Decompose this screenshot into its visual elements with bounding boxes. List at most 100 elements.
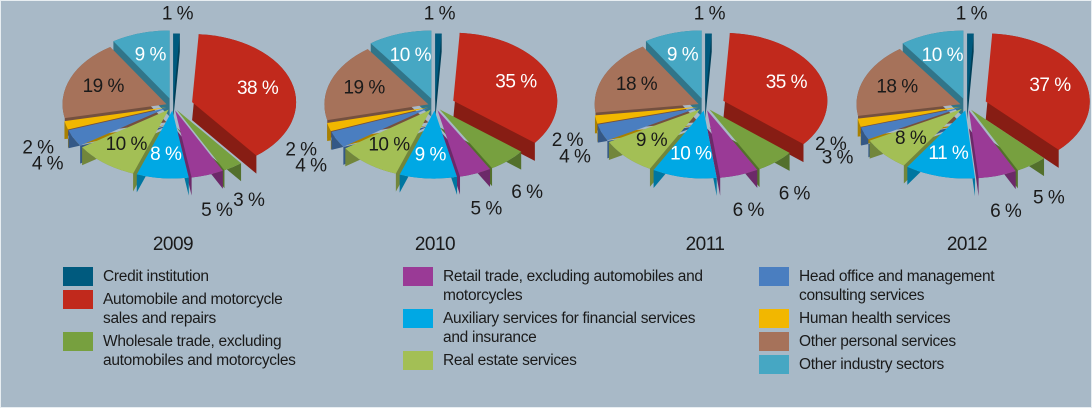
slice — [856, 49, 961, 116]
legend-item: Head office and management consulting se… — [759, 267, 1079, 305]
legend-label: Head office and management consulting se… — [799, 268, 995, 304]
legend-column: Credit institution Automobile and motorcy… — [63, 267, 363, 370]
slice — [176, 109, 242, 171]
slice — [709, 109, 790, 170]
legend-label: Other industry sectors — [799, 356, 945, 373]
data-label: 8 % — [150, 144, 182, 165]
slice — [707, 110, 758, 178]
slice — [173, 33, 180, 102]
data-label: 37 % — [1029, 75, 1071, 96]
slice — [324, 49, 429, 121]
slice — [370, 30, 432, 99]
slice — [64, 107, 167, 130]
slice — [861, 107, 961, 140]
data-label: 18 % — [876, 76, 918, 97]
slice — [136, 110, 189, 179]
slice — [967, 33, 974, 102]
legend-swatch — [759, 267, 789, 286]
data-label: 6 % — [733, 200, 765, 221]
data-label: 19 % — [83, 76, 125, 97]
data-label: 35 % — [495, 71, 537, 92]
legend-swatch — [403, 309, 433, 328]
legend-item: Wholesale trade, excluding automobiles a… — [63, 332, 363, 370]
data-label: 8 % — [895, 128, 927, 149]
legend-label: Human health services — [799, 310, 951, 327]
slice — [439, 109, 522, 169]
slice — [331, 108, 429, 147]
data-label: 10 % — [390, 45, 432, 66]
pie-title: 2010 — [415, 234, 455, 255]
data-label: 11 % — [928, 143, 969, 164]
data-label: 1 % — [956, 3, 988, 24]
data-label: 1 % — [424, 3, 456, 24]
slice — [399, 110, 458, 179]
slice — [345, 109, 431, 174]
data-label: 9 % — [667, 44, 699, 65]
legend-label: Credit institution — [103, 268, 209, 285]
slice — [62, 47, 167, 119]
data-label: 5 % — [1033, 187, 1065, 208]
legend-swatch — [759, 355, 789, 374]
slice — [857, 107, 961, 127]
data-label: 2 % — [22, 137, 54, 158]
data-label: 10 % — [368, 134, 410, 155]
data-label: 1 % — [694, 3, 726, 24]
slice — [705, 33, 712, 102]
data-label: 6 % — [990, 201, 1022, 222]
legend-swatch — [759, 332, 789, 351]
data-label: 9 % — [415, 144, 447, 165]
slice — [869, 109, 962, 166]
legend-label: Real estate services — [443, 352, 577, 369]
data-label: 1 % — [162, 3, 194, 24]
data-label: 9 % — [636, 130, 668, 151]
legend-label: Automobile and motorcycle sales and repa… — [103, 291, 283, 327]
slice — [192, 34, 297, 156]
data-label: 2 % — [815, 134, 847, 155]
data-label: 10 % — [922, 45, 964, 66]
pie-title: 2009 — [153, 234, 193, 255]
slice — [653, 110, 717, 179]
slice — [113, 30, 170, 99]
data-label: 9 % — [135, 44, 167, 65]
slice — [594, 106, 699, 124]
data-label: 35 % — [766, 72, 808, 93]
legend-label: Retail trade, excluding automobiles and … — [443, 268, 703, 304]
legend-item: Credit institution — [63, 267, 363, 286]
slice — [175, 110, 223, 178]
legend-swatch — [759, 309, 789, 328]
data-label: 5 % — [201, 200, 233, 221]
slice — [594, 46, 699, 113]
data-label: 3 % — [822, 148, 854, 169]
slice-side — [857, 107, 961, 145]
data-label: 10 % — [670, 144, 712, 165]
data-label: 6 % — [779, 184, 811, 205]
legend-swatch — [403, 351, 433, 370]
legend-column: Head office and management consulting se… — [759, 267, 1079, 374]
slice — [437, 110, 491, 177]
legend-item: Automobile and motorcycle sales and repa… — [63, 290, 363, 328]
data-label: 2 % — [552, 130, 584, 151]
data-label: 4 % — [32, 154, 64, 175]
slice — [608, 109, 701, 169]
slice — [68, 108, 167, 146]
legend-item: Human health services — [759, 309, 1079, 328]
slice — [597, 107, 699, 141]
legend-item: Auxiliary services for financial service… — [403, 309, 723, 347]
data-label: 6 % — [511, 182, 543, 203]
legend-swatch — [63, 332, 93, 351]
slice — [82, 109, 169, 174]
slice — [971, 109, 1045, 171]
slice — [723, 32, 828, 145]
legend-swatch — [63, 267, 93, 286]
legend-swatch — [403, 267, 433, 286]
data-label: 18 % — [616, 74, 658, 95]
slice — [645, 30, 702, 99]
legend-label: Auxiliary services for financial service… — [443, 310, 696, 346]
legend-label: Wholesale trade, excluding automobiles a… — [103, 333, 296, 369]
legend-swatch — [63, 290, 93, 309]
legend-item: Retail trade, excluding automobiles and … — [403, 267, 723, 305]
slice — [435, 33, 442, 102]
slice — [902, 30, 964, 99]
